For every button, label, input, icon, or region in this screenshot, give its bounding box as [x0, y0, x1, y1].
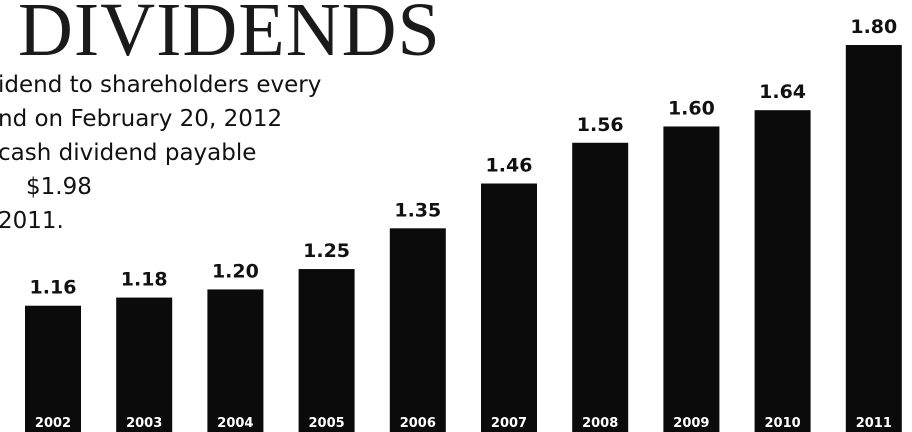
year-label-2004: 2004 — [217, 416, 253, 431]
year-label-2010: 2010 — [765, 416, 801, 431]
body-line: cash dividend payable — [0, 140, 257, 166]
chart-title: DIVIDENDS — [18, 0, 441, 68]
bar-2011 — [845, 45, 902, 432]
body-line: 2011. — [0, 208, 64, 234]
bar-2010 — [754, 110, 811, 432]
value-label-2010: 1.64 — [759, 81, 806, 103]
bar-2007 — [481, 183, 537, 432]
bar-2008 — [572, 142, 629, 432]
body-line: $1.98 — [26, 174, 92, 200]
body-line: idend to shareholders every — [0, 72, 322, 98]
value-label-2009: 1.60 — [668, 97, 715, 119]
year-label-2002: 2002 — [35, 416, 71, 431]
title-text: DIVIDENDS — [18, 0, 441, 72]
bar-2002 — [25, 305, 81, 432]
value-label-2005: 1.25 — [303, 240, 350, 262]
value-label-2006: 1.35 — [394, 199, 441, 221]
value-label-2002: 1.16 — [30, 277, 77, 299]
bar-2004 — [207, 289, 264, 432]
year-label-2003: 2003 — [126, 416, 162, 431]
year-label-2011: 2011 — [856, 416, 892, 431]
body-paragraph: idend to shareholders every nd on Februa… — [0, 68, 321, 238]
value-label-2007: 1.46 — [486, 155, 533, 177]
value-label-2003: 1.18 — [121, 269, 168, 291]
body-line: nd on February 20, 2012 — [0, 106, 283, 132]
bar-2003 — [116, 297, 173, 432]
value-label-2008: 1.56 — [577, 114, 624, 136]
year-label-2006: 2006 — [400, 416, 436, 431]
bar-2005 — [298, 269, 355, 432]
year-label-2005: 2005 — [309, 416, 345, 431]
year-label-2008: 2008 — [582, 416, 618, 431]
year-label-2009: 2009 — [673, 416, 709, 431]
bar-2006 — [389, 228, 446, 432]
value-label-2011: 1.80 — [850, 16, 897, 38]
bar-2009 — [663, 126, 720, 432]
year-label-2007: 2007 — [491, 416, 527, 431]
value-label-2004: 1.20 — [212, 260, 259, 282]
